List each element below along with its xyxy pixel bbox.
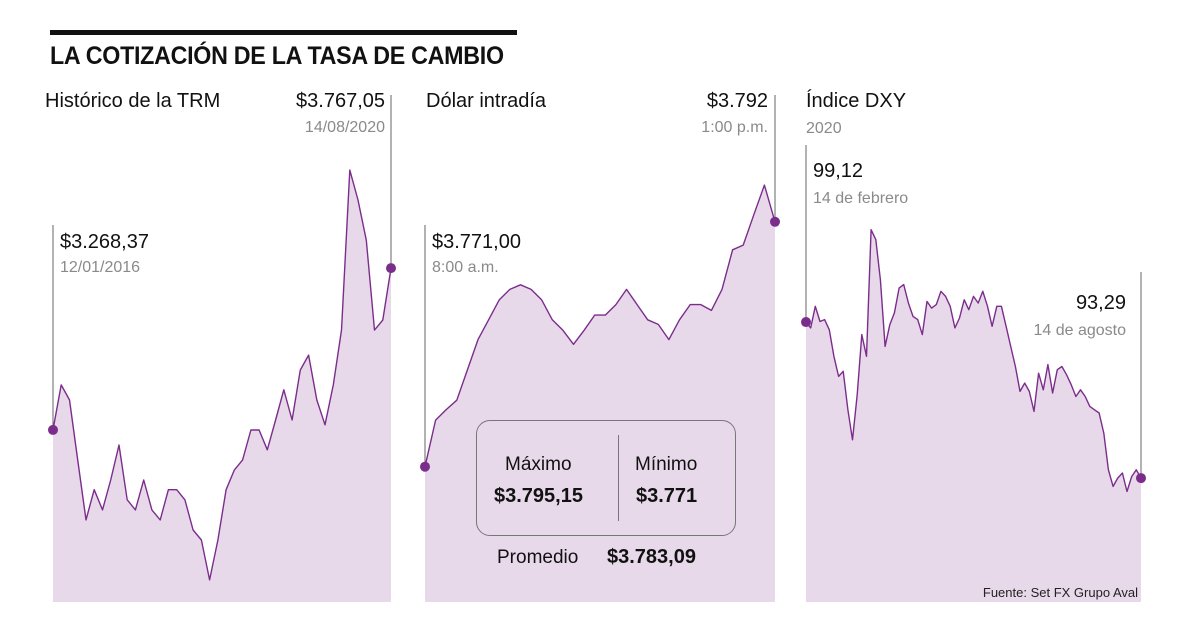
max-label: Máximo: [505, 454, 572, 475]
trm-title: Histórico de la TRM: [45, 90, 221, 112]
page-title: LA COTIZACIÓN DE LA TASA DE CAMBIO: [50, 42, 504, 70]
trm-end-date: 14/08/2020: [304, 119, 385, 136]
trm-start-date: 12/01/2016: [60, 259, 141, 276]
avg-value: $3.783,09: [607, 546, 696, 568]
intraday-end-marker: [770, 216, 780, 227]
dxy-end-date: 14 de agosto: [1033, 322, 1126, 339]
dxy-title: Índice DXY: [806, 90, 907, 112]
intraday-title: Dólar intradía: [426, 90, 547, 112]
intraday-start-marker: [420, 461, 430, 472]
intraday-end-time: 1:00 p.m.: [701, 119, 768, 136]
dxy-line: [805, 229, 1142, 493]
min-label: Mínimo: [635, 454, 698, 475]
intraday-start-value: $3.771,00: [432, 231, 521, 253]
dxy-start-value: 99,12: [813, 160, 864, 182]
dxy-end-marker: [1136, 473, 1146, 484]
trm-line: [52, 169, 392, 581]
dxy-start-date: 14 de febrero: [813, 190, 909, 207]
max-value: $3.795,15: [494, 485, 583, 507]
stats-box: [476, 420, 736, 536]
dxy-end-value: 93,29: [1075, 292, 1126, 314]
dxy-start-marker: [801, 317, 811, 328]
trm-area: [53, 170, 391, 602]
trm-end-value: $3.767,05: [296, 90, 385, 112]
min-value: $3.771: [636, 485, 698, 507]
source-note: Fuente: Set FX Grupo Aval: [982, 585, 1138, 600]
intraday-start-time: 8:00 a.m.: [432, 259, 499, 276]
intraday-line: [424, 184, 776, 467]
stats-divider: [618, 435, 619, 521]
title-rule: [50, 30, 517, 35]
intraday-area: [425, 185, 775, 602]
dxy-subtitle: 2020: [806, 120, 842, 137]
trm-start-marker: [48, 424, 58, 435]
trm-start-value: $3.268,37: [60, 231, 149, 253]
intraday-end-value: $3.792: [706, 90, 768, 112]
trm-end-marker: [386, 263, 396, 274]
dxy-area: [806, 229, 1141, 602]
avg-label: Promedio: [497, 547, 579, 568]
